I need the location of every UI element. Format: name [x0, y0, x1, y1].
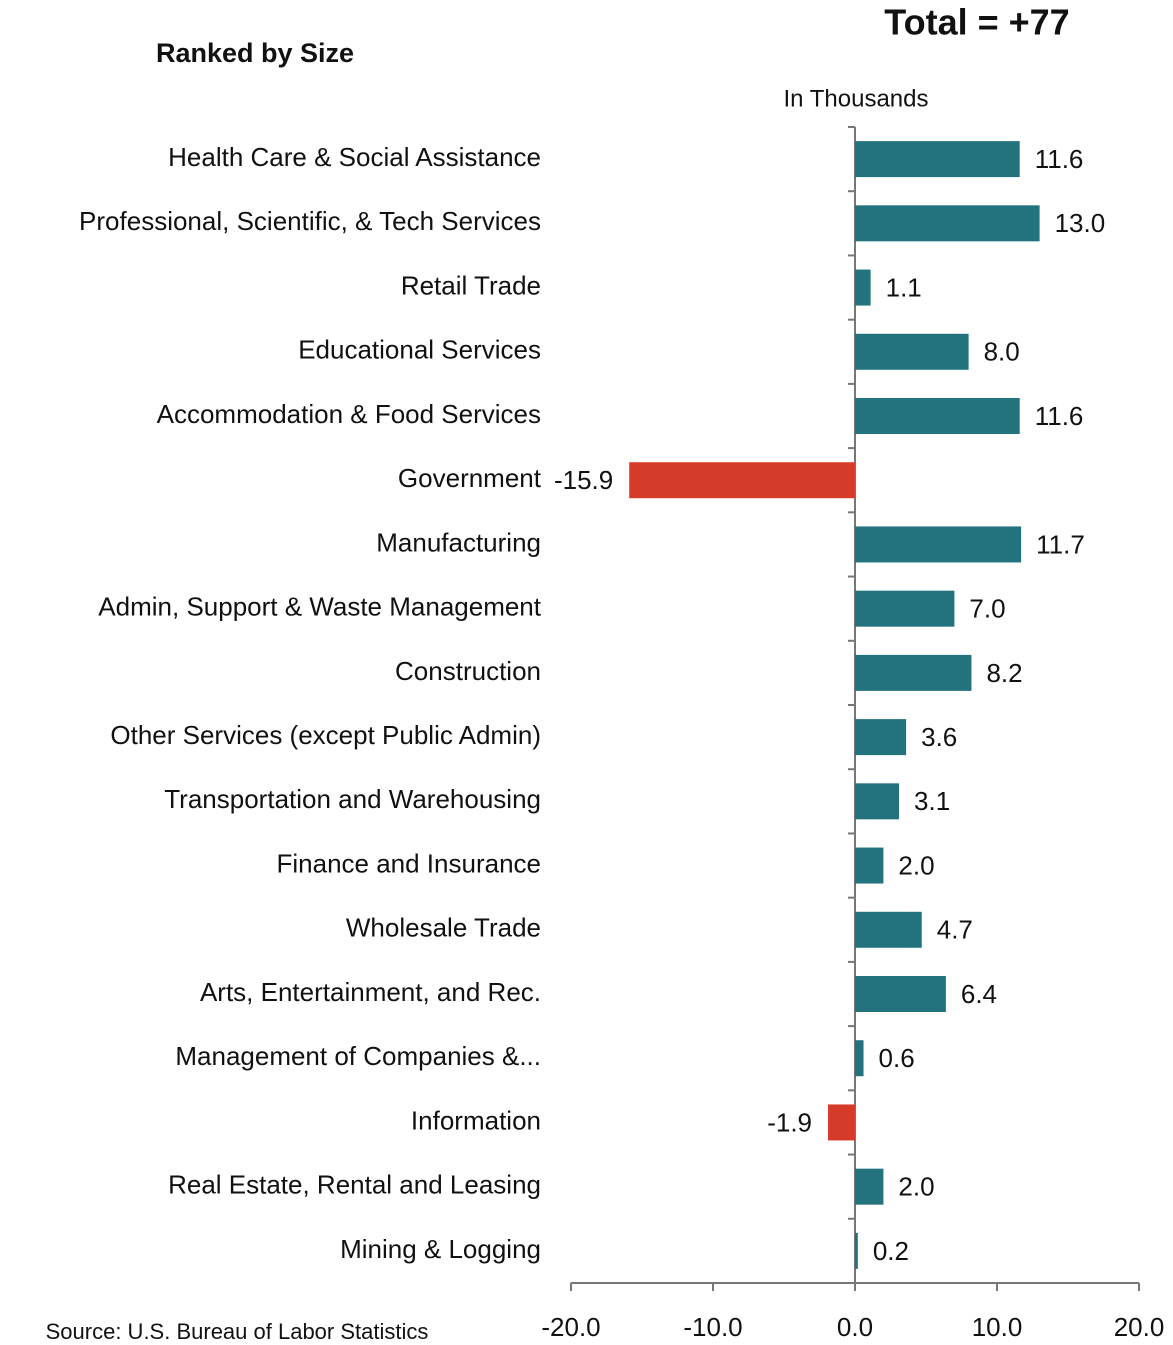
bar [855, 1232, 858, 1269]
category-label: Government [398, 463, 542, 493]
category-label: Arts, Entertainment, and Rec. [200, 977, 541, 1007]
category-label: Accommodation & Food Services [157, 399, 541, 429]
category-label: Health Care & Social Assistance [168, 142, 541, 172]
x-tick-label: -10.0 [683, 1312, 742, 1342]
category-label: Professional, Scientific, & Tech Service… [79, 206, 541, 236]
category-label: Wholesale Trade [346, 913, 541, 943]
value-label: 11.6 [1035, 144, 1084, 174]
category-label: Management of Companies &... [175, 1041, 541, 1071]
category-label: Construction [395, 656, 541, 686]
category-label: Mining & Logging [340, 1234, 541, 1264]
bar [855, 1040, 864, 1077]
value-label: 0.2 [873, 1236, 909, 1266]
bar [855, 654, 972, 691]
value-label: 2.0 [898, 850, 934, 880]
bar [855, 911, 922, 948]
x-tick-label: -20.0 [541, 1312, 600, 1342]
value-label: 4.7 [937, 915, 973, 945]
bar [855, 719, 907, 756]
unit-label: In Thousands [784, 85, 929, 112]
value-label: 8.0 [984, 337, 1020, 367]
bar [855, 333, 969, 370]
bar [855, 269, 871, 306]
value-label: -1.9 [767, 1107, 812, 1137]
x-tick-label: 20.0 [1114, 1312, 1165, 1342]
bar [855, 398, 1020, 434]
category-label: Real Estate, Rental and Leasing [168, 1170, 541, 1200]
bar [629, 462, 855, 499]
bar [855, 141, 1020, 178]
bar [855, 1168, 884, 1205]
category-label: Finance and Insurance [276, 848, 541, 878]
value-label: 7.0 [969, 594, 1005, 624]
value-label: 8.2 [986, 658, 1022, 688]
value-label: 2.0 [898, 1172, 934, 1202]
x-tick-label: 0.0 [837, 1312, 873, 1342]
category-label: Other Services (except Public Admin) [110, 720, 541, 750]
category-label: Information [411, 1105, 541, 1135]
source: Source: U.S. Bureau of Labor Statistics [46, 1319, 429, 1344]
value-label: -15.9 [554, 465, 613, 495]
bar [855, 976, 946, 1012]
value-label: 11.7 [1036, 529, 1085, 559]
bar [855, 205, 1040, 242]
value-label: 1.1 [886, 272, 922, 302]
bar [855, 526, 1022, 563]
chart-title: Total = +77 [884, 2, 1069, 43]
value-label: 6.4 [961, 979, 997, 1009]
subtitle: Ranked by Size [156, 38, 354, 68]
value-label: 11.6 [1035, 401, 1084, 431]
bar [828, 1104, 855, 1141]
value-label: 3.1 [914, 786, 950, 816]
category-label: Transportation and Warehousing [164, 784, 541, 814]
value-label: 3.6 [921, 722, 957, 752]
bar [855, 847, 884, 884]
category-label: Educational Services [298, 335, 541, 365]
bar [855, 590, 955, 627]
bar [855, 783, 900, 820]
category-label: Manufacturing [376, 527, 541, 557]
value-label: 13.0 [1055, 208, 1106, 238]
category-label: Admin, Support & Waste Management [98, 592, 541, 622]
category-label: Retail Trade [401, 270, 541, 300]
x-tick-label: 10.0 [972, 1312, 1023, 1342]
value-label: 0.6 [879, 1043, 915, 1073]
